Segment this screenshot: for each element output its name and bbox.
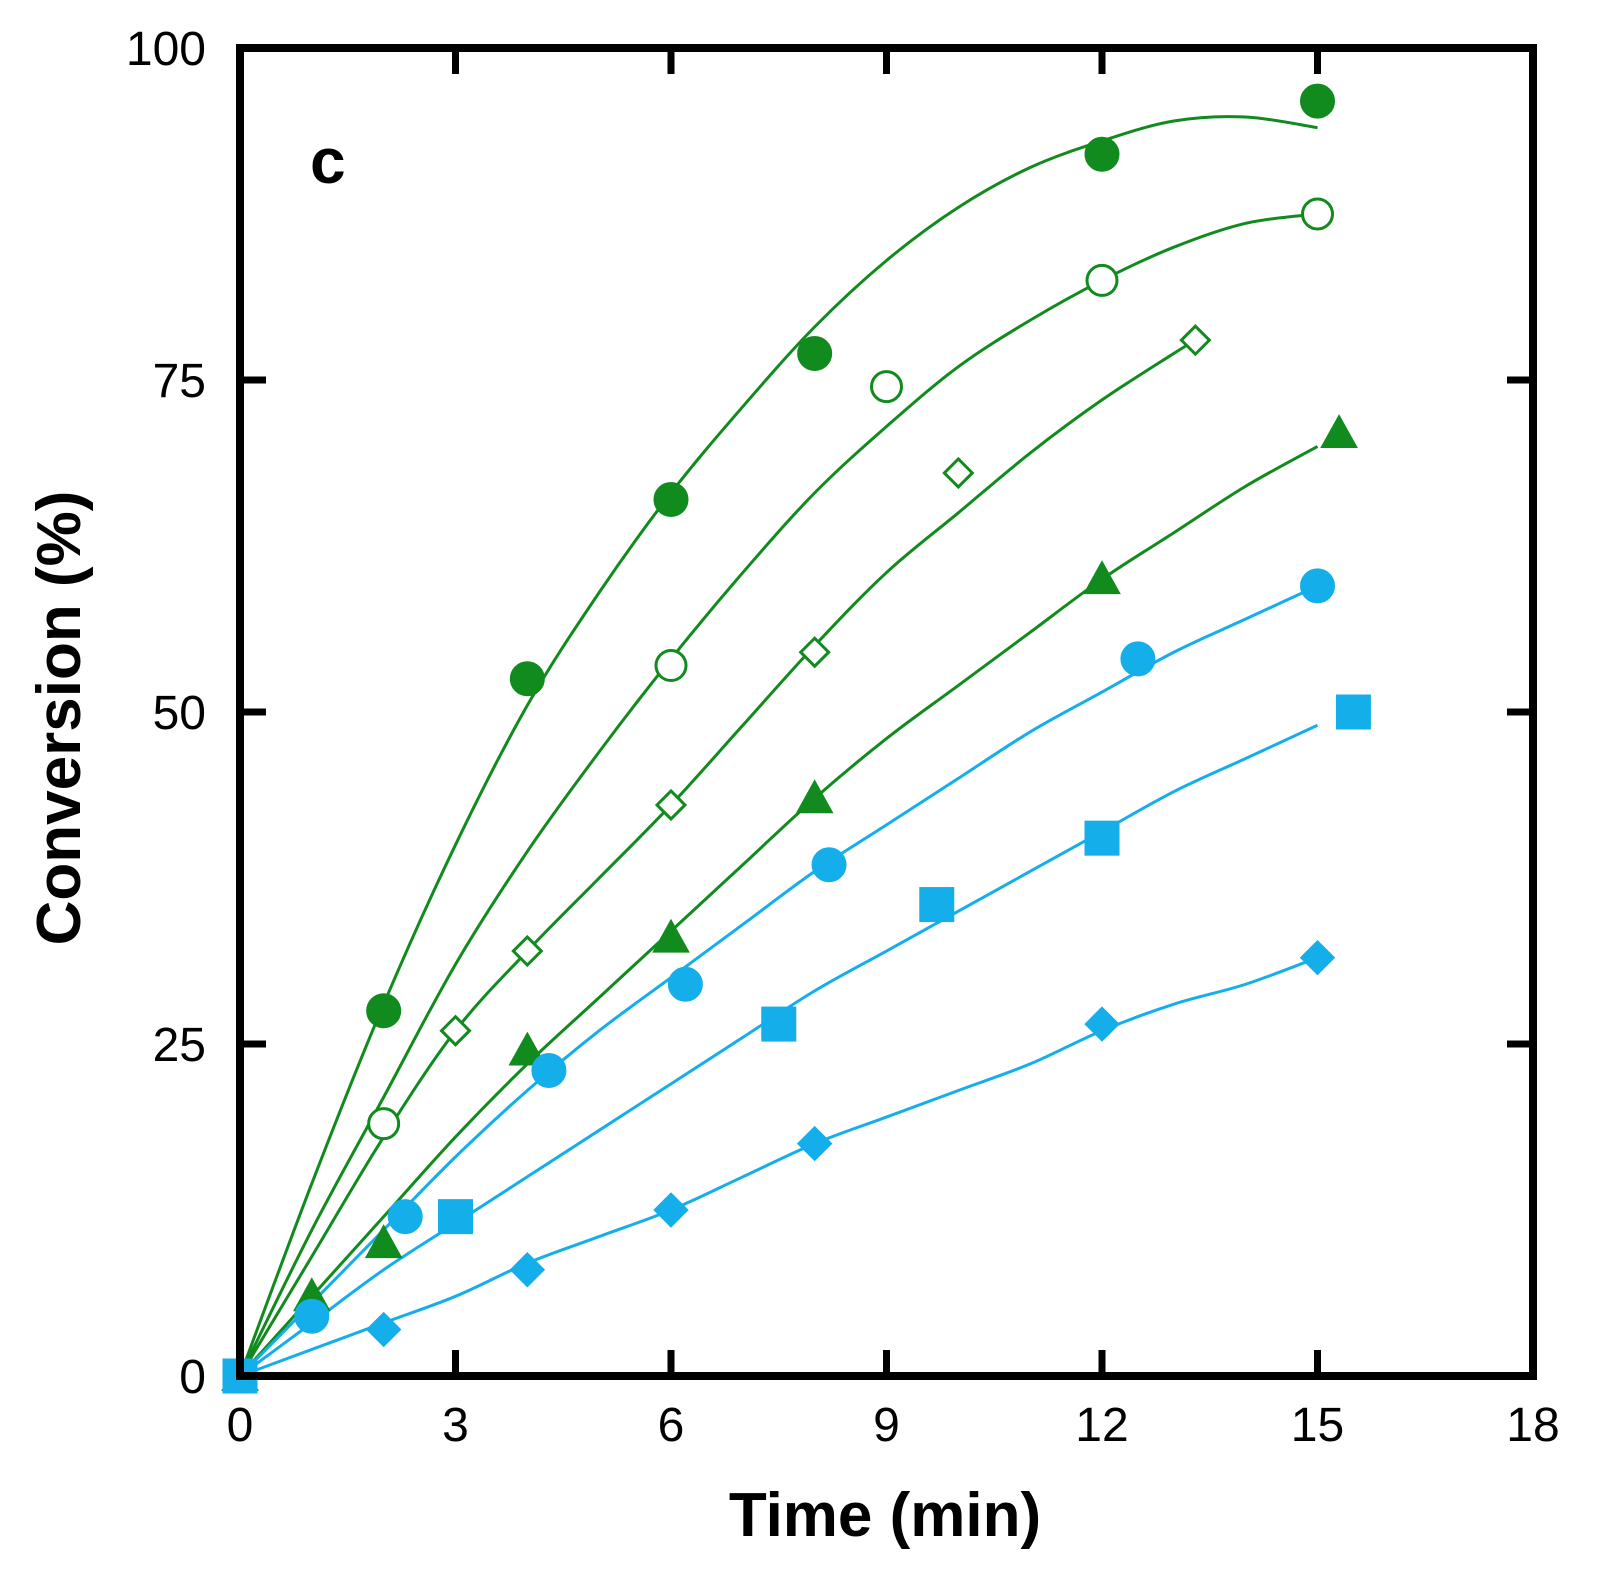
x-tick-label: 0 (227, 1399, 254, 1452)
x-axis-title: Time (min) (729, 1481, 1041, 1550)
marker-green-open-circle (654, 649, 688, 683)
panel-label: c (310, 125, 346, 197)
marker-blue-filled-circle (387, 1199, 423, 1235)
marker-green-open-circle (870, 370, 903, 404)
plot-frame (236, 44, 1537, 1380)
y-tick-label: 50 (153, 687, 206, 740)
marker-blue-filled-circle (1300, 568, 1335, 604)
marker-blue-filled-circle (811, 847, 847, 883)
marker-green-filled-triangle (508, 1031, 547, 1066)
curve-green-filled-circle (238, 115, 1318, 1377)
marker-green-open-diamond (942, 456, 975, 490)
marker-green-filled-triangle (364, 1224, 403, 1259)
marker-green-filled-circle (366, 993, 402, 1029)
x-tick-label: 15 (1291, 1399, 1344, 1452)
marker-blue-filled-square (1084, 820, 1120, 856)
marker-green-filled-circle (653, 482, 689, 518)
marker-green-filled-triangle (1083, 560, 1121, 595)
marker-blue-filled-diamond (365, 1311, 402, 1348)
marker-green-open-diamond (1179, 324, 1212, 357)
marker-green-filled-circle (1084, 136, 1120, 172)
marker-green-open-diamond (511, 934, 544, 968)
marker-green-filled-circle (509, 661, 545, 697)
marker-blue-filled-diamond (653, 1192, 689, 1228)
marker-blue-filled-diamond (509, 1252, 546, 1288)
marker-green-filled-triangle (652, 918, 690, 953)
marker-blue-filled-circle (1120, 641, 1156, 677)
fit-curves (238, 115, 1319, 1378)
y-tick-label: 75 (153, 355, 206, 408)
marker-green-open-diamond (439, 1014, 472, 1047)
marker-green-open-circle (367, 1107, 401, 1141)
x-tick-label: 18 (1506, 1399, 1559, 1452)
x-tick-label: 9 (873, 1399, 900, 1452)
y-axis-title: Conversion (%) (25, 491, 94, 946)
marker-green-open-diamond (654, 788, 688, 822)
x-tick-label: 6 (658, 1399, 685, 1452)
marker-blue-filled-square (919, 887, 955, 923)
marker-blue-filled-diamond (1084, 1006, 1120, 1042)
marker-blue-filled-circle (531, 1053, 567, 1089)
marker-blue-filled-diamond (1299, 939, 1336, 976)
y-tick-label: 100 (126, 23, 206, 76)
marker-green-open-diamond (798, 636, 831, 669)
marker-green-open-circle (1085, 263, 1119, 297)
x-tick-label: 3 (442, 1399, 469, 1452)
marker-blue-filled-square (761, 1006, 797, 1042)
marker-blue-filled-square (1335, 694, 1371, 730)
marker-green-filled-circle (1300, 83, 1335, 119)
x-tick-label: 12 (1075, 1399, 1128, 1452)
marker-green-filled-triangle (1320, 414, 1358, 449)
marker-blue-filled-diamond (796, 1125, 833, 1162)
x-tick-labels: 0 3 6 9 12 15 18 (227, 1399, 1560, 1452)
marker-blue-filled-square (438, 1199, 473, 1235)
marker-green-filled-triangle (795, 779, 834, 814)
data-markers (221, 83, 1371, 1394)
marker-blue-filled-circle (294, 1298, 330, 1334)
curve-blue-filled-diamond (239, 956, 1319, 1378)
y-tick-label: 0 (179, 1351, 206, 1404)
marker-green-filled-circle (797, 335, 833, 371)
curve-blue-filled-square (239, 723, 1319, 1378)
marker-green-open-circle (1301, 197, 1334, 231)
y-tick-labels: 0 25 50 75 100 (126, 23, 206, 1404)
y-tick-label: 25 (153, 1019, 206, 1072)
curve-green-filled-triangle (238, 445, 1319, 1378)
marker-blue-filled-circle (667, 966, 703, 1002)
